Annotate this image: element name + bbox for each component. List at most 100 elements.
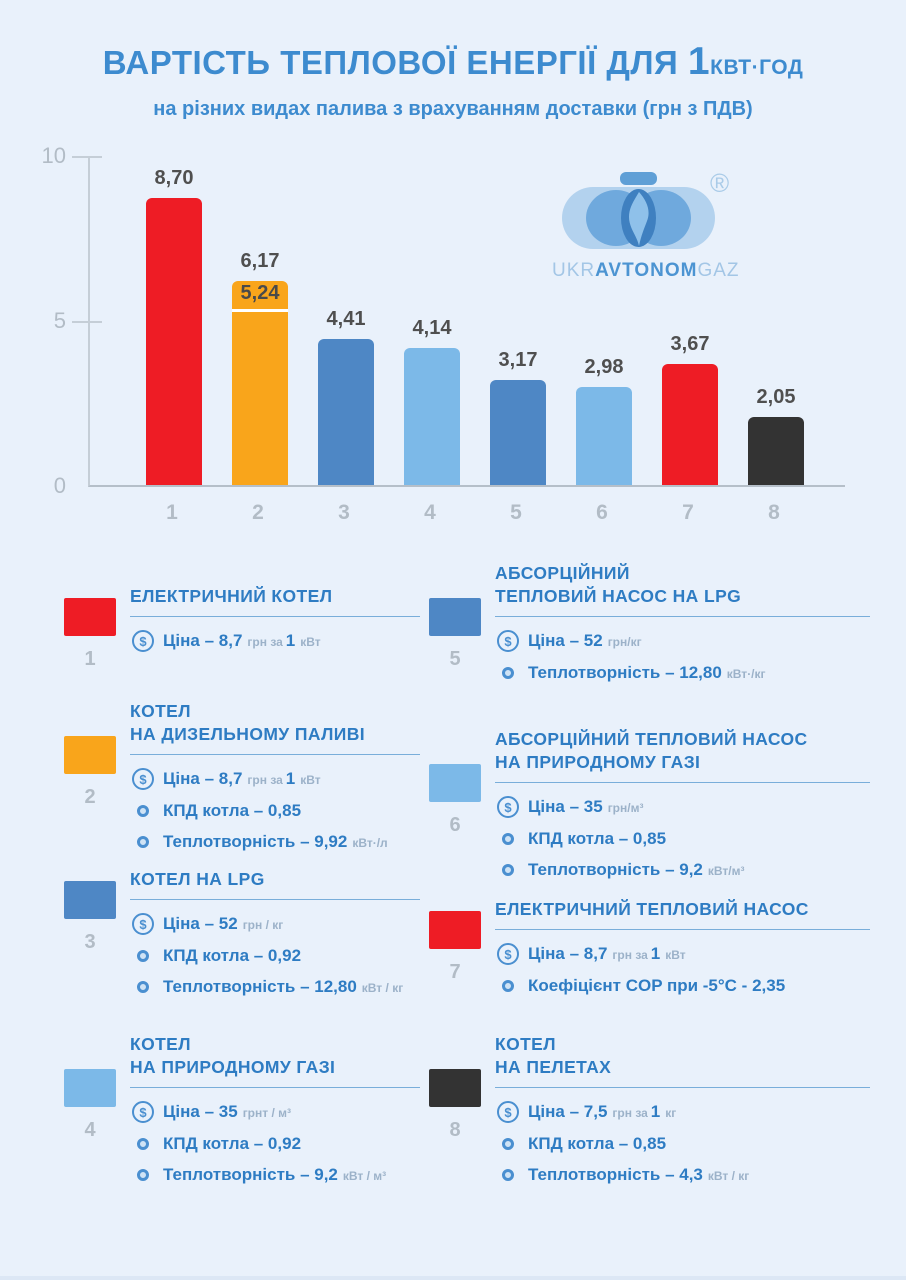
detail-unit-text: грн за: [612, 948, 648, 963]
detail-text: Теплотворність – 9,92 кВт·/л: [163, 832, 391, 852]
legend-rail: 2: [60, 736, 120, 809]
bar-chart: 8,70 5,24 6,17 4,41 4,14 3,17 2,98 3,67 2,05: [88, 157, 845, 487]
bullet-dot-icon: [137, 950, 149, 963]
detail-unit-text: грн / кг: [242, 918, 284, 933]
detail-text: КПД котла – 0,92: [163, 946, 301, 966]
bar-5: [490, 380, 546, 485]
color-swatch: [429, 911, 481, 949]
detail-unit-text: грн за: [247, 773, 283, 788]
detail-value-text: Ціна – 7,5: [528, 1102, 608, 1122]
detail-unit-text: кВт: [300, 635, 321, 650]
coin-icon: $: [497, 943, 519, 966]
legend-item-5: 5 АБСОРЦІЙНИЙ ТЕПЛОВИЙ НАСОС НА LPG $ Ціна –…: [425, 562, 870, 694]
x-tick-label: 8: [768, 501, 780, 524]
detail-unit-text: кВт: [665, 948, 686, 963]
detail-text: Теплотворність – 12,80 кВт / кг: [163, 977, 406, 997]
detail-value-text: Теплотворність – 12,80: [163, 977, 357, 997]
detail-text: Ціна – 52 грн/кг: [528, 631, 645, 651]
legend-item-number: 7: [449, 961, 461, 983]
detail-text: Ціна – 35 грн/м³: [528, 797, 646, 817]
detail-row: $ Ціна – 8,7 грн за 1 кВт: [495, 943, 870, 966]
x-tick-label: 7: [682, 501, 694, 524]
detail-value-text: Ціна – 8,7: [163, 631, 243, 651]
detail-unit-text: кВт/м³: [707, 864, 745, 879]
legend-item-number: 6: [449, 814, 461, 836]
bullet-dot-icon: [137, 1138, 149, 1151]
legend-item-title: КОТЕЛ НА ПЕЛЕТАХ: [495, 1033, 870, 1089]
bullet-icon-cell: [495, 980, 521, 993]
price-coin-icon-cell: $: [495, 796, 521, 819]
x-tick-label: 3: [338, 501, 350, 524]
detail-value-text: Теплотворність – 9,2: [163, 1165, 338, 1185]
detail-value-text: 1: [650, 1102, 661, 1122]
legend-item-title: АБСОРЦІЙНИЙ ТЕПЛОВИЙ НАСОС НА ПРИРОДНОМУ …: [495, 728, 870, 784]
detail-value-text: КПД котла – 0,85: [163, 801, 302, 821]
title-unit-number: 1: [687, 40, 711, 83]
color-swatch: [64, 1069, 116, 1107]
legend-item-details: $ Ціна – 7,5 грн за 1 кг КПД котла – 0,85 Тепл…: [495, 1101, 870, 1185]
bullet-icon-cell: [130, 1169, 156, 1182]
detail-row: $ Ціна – 52 грн/кг: [495, 630, 870, 653]
legend-item-content: АБСОРЦІЙНИЙ ТЕПЛОВИЙ НАСОС НА LPG $ Ціна – …: [495, 562, 870, 683]
bar-4: [404, 348, 460, 485]
detail-value-text: Ціна – 8,7: [163, 769, 243, 789]
legend-item-number: 4: [84, 1119, 96, 1141]
legend-item-title-line: ТЕПЛОВИЙ НАСОС НА LPG: [495, 586, 742, 607]
detail-unit-text: грнт / м³: [242, 1106, 292, 1121]
legend-item-content: ЕЛЕКТРИЧНИЙ КОТЕЛ $ Ціна – 8,7 грн за 1 кВт: [130, 585, 420, 653]
detail-row: $ Ціна – 35 грнт / м³: [130, 1101, 420, 1124]
logo-wordmark: UKRAVTONOMGAZ: [552, 260, 739, 282]
detail-unit-text: кВт / кг: [361, 981, 404, 996]
detail-unit-text: грн за: [247, 635, 283, 650]
bar-value-label: 2,98: [584, 356, 624, 378]
detail-row: Теплотворність – 12,80 кВт / кг: [130, 977, 420, 997]
bullet-dot-icon: [137, 981, 149, 994]
legend-item-title: КОТЕЛ НА ДИЗЕЛЬНОМУ ПАЛИВІ: [130, 700, 420, 756]
legend-item-1: 1 ЕЛЕКТРИЧНИЙ КОТЕЛ $ Ціна – 8,7 грн за 1 кВт: [60, 585, 420, 670]
bullet-icon-cell: [130, 950, 156, 963]
page-title: ВАРТІСТЬ ТЕПЛОВОЇ ЕНЕРГІЇ ДЛЯ 1КВТ·ГОД: [0, 40, 906, 84]
coin-icon: $: [132, 913, 154, 936]
price-coin-icon-cell: $: [495, 1101, 521, 1124]
legend-item-details: $ Ціна – 35 грн/м³ КПД котла – 0,85 Теплотво…: [495, 796, 870, 880]
detail-text: Ціна – 7,5 грн за 1 кг: [528, 1102, 679, 1122]
bullet-dot-icon: [502, 667, 514, 680]
bullet-dot-icon: [502, 833, 514, 846]
bullet-icon-cell: [495, 667, 521, 680]
legend-item-details: $ Ціна – 52 грн / кг КПД котла – 0,92 Теплот…: [130, 913, 420, 997]
detail-row: КПД котла – 0,85: [495, 1134, 870, 1154]
bar-1: [146, 198, 202, 485]
detail-value-text: КПД котла – 0,92: [163, 946, 302, 966]
y-tick-label: 5: [53, 308, 66, 333]
legend-item-title: АБСОРЦІЙНИЙ ТЕПЛОВИЙ НАСОС НА LPG: [495, 562, 870, 618]
coin-icon: $: [497, 1101, 519, 1124]
detail-value-text: Теплотворність – 12,80: [528, 663, 722, 683]
legend-item-title-line: АБСОРЦІЙНИЙ: [495, 563, 630, 583]
legend-rail: 7: [425, 911, 485, 984]
brand-logo: ® UKRAVTONOMGAZ: [552, 168, 739, 312]
detail-text: Теплотворність – 9,2 кВт / м³: [163, 1165, 389, 1185]
detail-value-text: Ціна – 52: [528, 631, 603, 651]
legend-item-details: $ Ціна – 52 грн/кг Теплотворність – 12,80 кВ…: [495, 630, 870, 683]
y-tick-label: 0: [53, 473, 66, 498]
legend-item-number: 2: [84, 786, 96, 808]
legend-rail: 6: [425, 764, 485, 837]
detail-text: Ціна – 35 грнт / м³: [163, 1102, 294, 1122]
x-tick-label: 4: [424, 501, 436, 524]
detail-row: Теплотворність – 9,2 кВт/м³: [495, 860, 870, 880]
coin-icon: $: [132, 768, 154, 791]
detail-row: $ Ціна – 7,5 грн за 1 кг: [495, 1101, 870, 1124]
wordmark-bold: AVTONOM: [595, 260, 698, 281]
bar-2: 5,24: [232, 281, 288, 485]
detail-unit-text: кВт·/л: [352, 836, 388, 851]
detail-text: КПД котла – 0,85: [528, 1134, 666, 1154]
bullet-dot-icon: [502, 1169, 514, 1182]
detail-row: $ Ціна – 52 грн / кг: [130, 913, 420, 936]
detail-value-text: Теплотворність – 9,2: [528, 860, 703, 880]
bullet-icon-cell: [130, 836, 156, 849]
bottom-edge-divider: [0, 1276, 906, 1280]
legend-item-content: КОТЕЛ НА ДИЗЕЛЬНОМУ ПАЛИВІ $ Ціна – 8,7 грн …: [130, 700, 420, 852]
detail-text: Теплотворність – 4,3 кВт / кг: [528, 1165, 752, 1185]
legend-item-content: КОТЕЛ НА ПРИРОДНОМУ ГАЗІ $ Ціна – 35 грнт / …: [130, 1033, 420, 1185]
